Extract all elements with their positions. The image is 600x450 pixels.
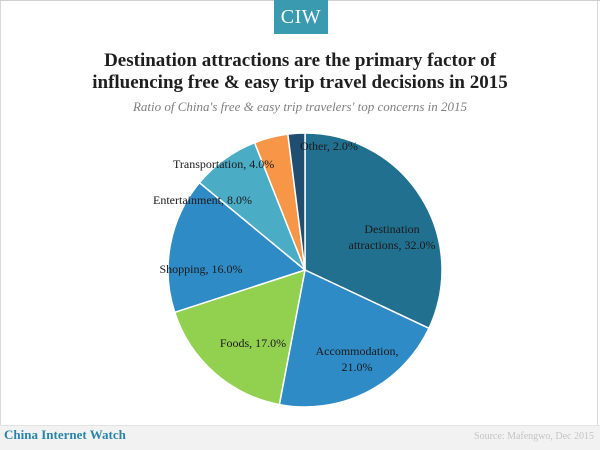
chart-title: Destination attractions are the primary … [30, 50, 570, 94]
chart-title-line-1: Destination attractions are the primary … [104, 50, 496, 71]
footer-source: Source: Mafengwo, Dec 2015 [474, 431, 594, 442]
chart-title-line-2: influencing free & easy trip travel deci… [92, 72, 508, 93]
pie-label-accommodation: Accommodation, 21.0% [316, 344, 399, 374]
pie-label-transportation: Transportation, 4.0% [173, 157, 274, 171]
pie-slice-shopping [167, 181, 307, 314]
footer-bar [0, 425, 600, 450]
pie-label-entertainment: Entertainment, 8.0% [153, 193, 252, 207]
pie-slice-destination-attractions [304, 132, 443, 330]
pie-label-other: Other, 2.0% [300, 139, 358, 153]
pie-slice-foods [173, 268, 306, 406]
pie-label-shopping: Shopping, 16.0% [159, 262, 242, 276]
footer-brand: China Internet Watch [4, 427, 126, 442]
pie-slice-accommodation [278, 268, 430, 408]
pie-label-destination-attractions: Destination attractions, 32.0% [349, 222, 436, 252]
pie-label-foods: Foods, 17.0% [220, 336, 286, 350]
pie-slice-other [286, 132, 306, 271]
chart-subtitle: Ratio of China's free & easy trip travel… [132, 99, 467, 114]
ciw-logo: CIW [274, 0, 328, 34]
